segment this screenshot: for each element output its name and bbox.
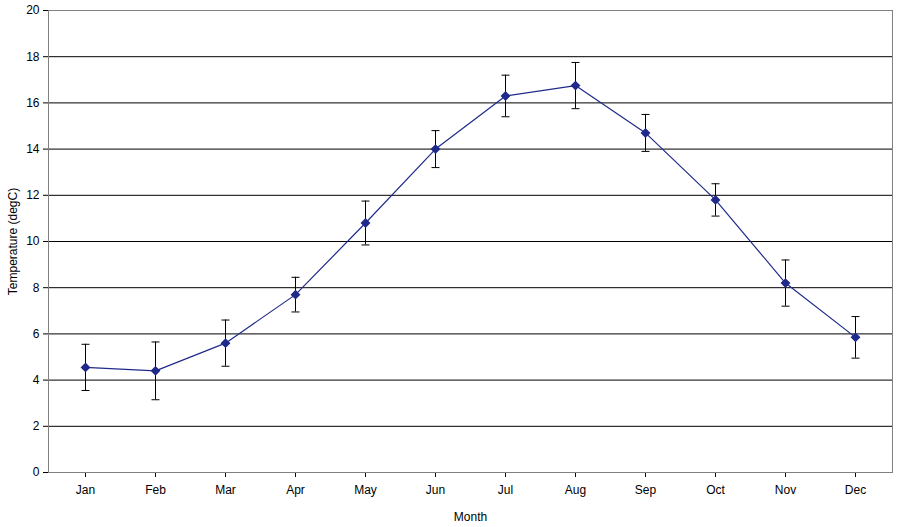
svg-text:Apr: Apr <box>286 483 305 497</box>
svg-text:Jun: Jun <box>426 483 445 497</box>
svg-text:Temperature (degC): Temperature (degC) <box>6 188 20 295</box>
svg-text:Oct: Oct <box>706 483 725 497</box>
svg-text:Month: Month <box>454 510 487 524</box>
svg-text:May: May <box>354 483 377 497</box>
svg-text:0: 0 <box>33 465 40 479</box>
svg-text:Aug: Aug <box>565 483 586 497</box>
svg-text:16: 16 <box>26 96 40 110</box>
svg-text:2: 2 <box>33 419 40 433</box>
svg-text:Dec: Dec <box>845 483 866 497</box>
svg-text:10: 10 <box>26 234 40 248</box>
svg-text:Mar: Mar <box>215 483 236 497</box>
svg-text:4: 4 <box>33 373 40 387</box>
svg-text:Jul: Jul <box>498 483 513 497</box>
svg-text:14: 14 <box>26 142 40 156</box>
svg-text:12: 12 <box>26 188 40 202</box>
svg-text:Feb: Feb <box>145 483 166 497</box>
svg-text:6: 6 <box>33 327 40 341</box>
svg-text:8: 8 <box>33 281 40 295</box>
svg-text:Jan: Jan <box>76 483 95 497</box>
svg-text:20: 20 <box>26 3 40 17</box>
svg-text:18: 18 <box>26 50 40 64</box>
svg-text:Nov: Nov <box>775 483 796 497</box>
svg-text:Sep: Sep <box>635 483 657 497</box>
